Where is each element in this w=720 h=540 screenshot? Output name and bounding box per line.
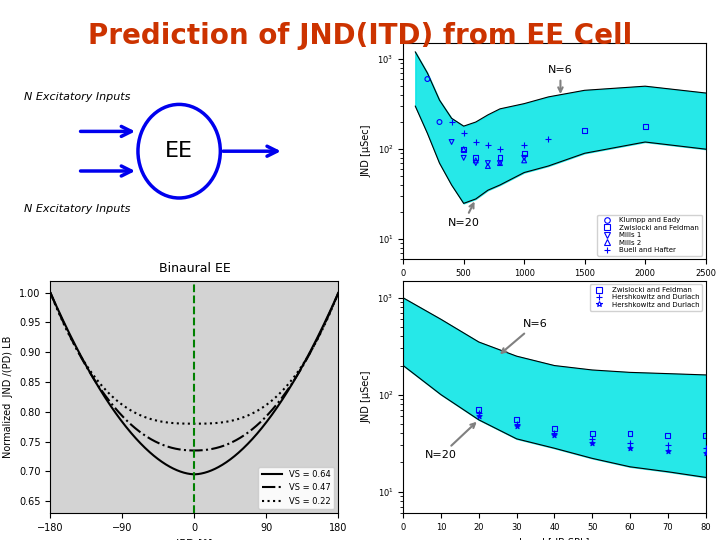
- Legend: VS = 0.64, VS = 0.47, VS = 0.22: VS = 0.64, VS = 0.47, VS = 0.22: [258, 467, 334, 509]
- Point: [458, 145, 469, 153]
- Point: [624, 438, 636, 447]
- Text: N=20: N=20: [448, 204, 480, 228]
- VS = 0.47: [184, 447, 193, 454]
- VS = 0.22: [183, 421, 192, 427]
- VS = 0.22: [334, 289, 343, 296]
- Text: N=6: N=6: [502, 319, 548, 353]
- VS = 0.22: [46, 289, 55, 296]
- VS = 0.47: [190, 447, 199, 454]
- Point: [579, 126, 590, 135]
- Text: N=6: N=6: [548, 65, 573, 92]
- Point: [700, 444, 711, 453]
- Point: [549, 424, 560, 433]
- Point: [624, 444, 636, 453]
- Text: N Excitatory Inputs: N Excitatory Inputs: [24, 92, 130, 102]
- Point: [700, 431, 711, 440]
- Point: [518, 156, 530, 165]
- Point: [473, 406, 485, 414]
- VS = 0.22: [190, 421, 199, 427]
- Point: [482, 141, 494, 150]
- Legend: Klumpp and Eady, Zwislocki and Feldman, Mills 1, Mills 2, Buell and Hafter: Klumpp and Eady, Zwislocki and Feldman, …: [598, 214, 702, 256]
- Point: [587, 429, 598, 437]
- Point: [458, 129, 469, 138]
- Legend: Zwislocki and Feldman, Hershkowitz and Durlach, Hershkowitz and Durlach: Zwislocki and Feldman, Hershkowitz and D…: [590, 284, 702, 310]
- Point: [482, 161, 494, 170]
- X-axis label: IPD [°]: IPD [°]: [176, 538, 212, 540]
- Point: [494, 159, 505, 167]
- VS = 0.64: [328, 303, 336, 310]
- Point: [518, 149, 530, 158]
- VS = 0.64: [218, 462, 227, 468]
- Point: [518, 153, 530, 162]
- Point: [482, 159, 494, 167]
- Y-axis label: Normalized  JND /(PD) LB: Normalized JND /(PD) LB: [4, 336, 14, 458]
- Point: [422, 75, 433, 83]
- Point: [587, 438, 598, 447]
- VS = 0.22: [218, 419, 227, 426]
- VS = 0.64: [190, 471, 199, 477]
- VS = 0.22: [328, 305, 336, 312]
- Line: VS = 0.47: VS = 0.47: [50, 293, 338, 450]
- VS = 0.47: [46, 289, 55, 296]
- Point: [473, 408, 485, 417]
- Point: [446, 118, 457, 126]
- Point: [587, 435, 598, 443]
- VS = 0.47: [283, 388, 292, 394]
- VS = 0.64: [184, 470, 193, 477]
- VS = 0.47: [328, 305, 336, 311]
- Text: N Excitatory Inputs: N Excitatory Inputs: [24, 204, 130, 214]
- Point: [494, 145, 505, 153]
- Title: Binaural EE: Binaural EE: [158, 262, 230, 275]
- VS = 0.47: [334, 289, 343, 296]
- Point: [470, 138, 482, 146]
- Point: [511, 421, 523, 430]
- VS = 0.22: [202, 420, 211, 427]
- VS = 0.47: [218, 443, 227, 449]
- X-axis label: Frequency [Hz]: Frequency [Hz]: [518, 284, 591, 293]
- Point: [700, 449, 711, 457]
- VS = 0.47: [202, 447, 211, 453]
- VS = 0.64: [46, 289, 55, 296]
- Point: [549, 429, 560, 437]
- Point: [624, 429, 636, 437]
- Y-axis label: JND [μSec]: JND [μSec]: [362, 370, 372, 423]
- Point: [511, 415, 523, 424]
- Point: [549, 431, 560, 440]
- VS = 0.64: [183, 470, 192, 477]
- Point: [639, 122, 651, 131]
- Point: [543, 134, 554, 143]
- Point: [458, 153, 469, 162]
- Point: [662, 447, 674, 456]
- Y-axis label: JND [μSec]: JND [μSec]: [362, 125, 372, 178]
- VS = 0.22: [283, 382, 292, 389]
- Point: [446, 138, 457, 146]
- Point: [518, 141, 530, 150]
- Point: [458, 145, 469, 153]
- Point: [494, 153, 505, 162]
- Line: VS = 0.64: VS = 0.64: [50, 293, 338, 474]
- Text: N=20: N=20: [425, 423, 475, 461]
- VS = 0.47: [183, 447, 192, 454]
- Point: [470, 156, 482, 165]
- Line: VS = 0.22: VS = 0.22: [50, 293, 338, 424]
- Point: [494, 159, 505, 167]
- VS = 0.64: [334, 289, 343, 296]
- X-axis label: Level [dB SPL]: Level [dB SPL]: [519, 537, 590, 540]
- Point: [470, 153, 482, 162]
- VS = 0.64: [202, 469, 211, 475]
- Point: [470, 159, 482, 167]
- Point: [511, 420, 523, 428]
- Point: [433, 118, 445, 126]
- Point: [662, 441, 674, 450]
- Point: [662, 431, 674, 440]
- Text: EE: EE: [165, 141, 193, 161]
- VS = 0.64: [283, 389, 292, 395]
- Text: Prediction of JND(ITD) from EE Cell: Prediction of JND(ITD) from EE Cell: [88, 22, 632, 50]
- VS = 0.22: [184, 421, 193, 427]
- Point: [473, 412, 485, 421]
